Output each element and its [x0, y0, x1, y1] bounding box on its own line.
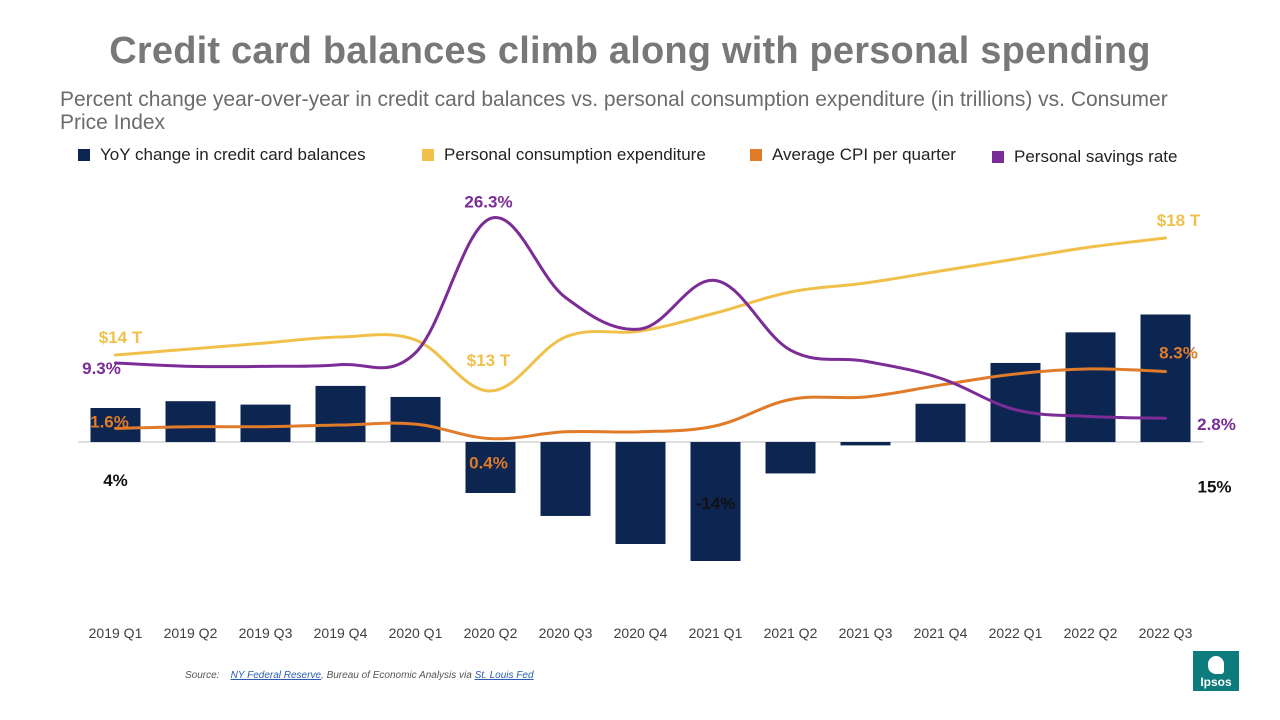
bar-2021-q2 [765, 442, 816, 474]
bar-2019-q2 [165, 401, 216, 442]
x-tick-label: 2019 Q1 [89, 625, 143, 641]
legend-item-savings: Personal savings rate [992, 147, 1177, 167]
x-tick-label: 2021 Q2 [764, 625, 818, 641]
x-tick-label: 2019 Q2 [164, 625, 218, 641]
pce-line [114, 236, 1167, 393]
bar-2022-q3 [1140, 314, 1191, 442]
bar-2020-q3 [540, 442, 591, 516]
data-label: $18 T [1157, 211, 1201, 230]
x-tick-label: 2020 Q2 [464, 625, 518, 641]
data-label: 8.3% [1159, 343, 1198, 362]
x-tick-label: 2020 Q3 [539, 625, 593, 641]
source-prefix: Source: [185, 670, 220, 681]
legend-label: Average CPI per quarter [772, 145, 956, 164]
cpi-line [114, 367, 1167, 441]
bar-2022-q2 [1065, 332, 1116, 442]
ipsos-mark-icon [1208, 656, 1224, 674]
x-tick-label: 2020 Q1 [389, 625, 443, 641]
legend-swatch-icon [422, 149, 434, 161]
source-middle: , Bureau of Economic Analysis via [321, 670, 472, 681]
source-link-ny-fed[interactable]: NY Federal Reserve [230, 670, 322, 681]
legend-swatch-icon [750, 149, 762, 161]
bar-2019-q3 [240, 404, 291, 442]
x-tick-label: 2019 Q3 [239, 625, 293, 641]
chart-subtitle: Percent change year-over-year in credit … [60, 88, 1168, 134]
x-tick-label: 2020 Q4 [614, 625, 668, 641]
bar-2020-q2 [465, 442, 516, 493]
x-tick-label: 2021 Q1 [689, 625, 743, 641]
source-link-st-louis-fed[interactable]: St. Louis Fed [474, 670, 534, 681]
bar-2020-q1 [390, 396, 441, 442]
legend-label: YoY change in credit card balances [100, 145, 366, 164]
x-tick-label: 2022 Q2 [1064, 625, 1118, 641]
savings-rate-line [114, 216, 1167, 420]
bar-2020-q4 [615, 442, 666, 544]
legend-item-pce: Personal consumption expenditure [422, 145, 706, 165]
data-label: $14 T [99, 328, 143, 347]
chart-title: Credit card balances climb along with pe… [109, 30, 1151, 72]
x-tick-label: 2019 Q4 [314, 625, 368, 641]
data-label: 9.3% [82, 359, 121, 378]
data-label: -14% [696, 494, 736, 513]
bar-2021-q1 [690, 442, 741, 561]
x-tick-label: 2022 Q1 [989, 625, 1043, 641]
logo-text: Ipsos [1200, 675, 1232, 689]
bar-2021-q3 [840, 442, 891, 446]
data-label: 1.6% [90, 412, 129, 431]
source-note: Source: NY Federal Reserve, Bureau of Ec… [185, 670, 534, 681]
legend-item-cpi: Average CPI per quarter [750, 145, 956, 165]
x-tick-label: 2021 Q4 [914, 625, 968, 641]
data-label: 2.8% [1197, 415, 1236, 434]
data-label: 0.4% [469, 454, 508, 473]
data-label: 15% [1197, 478, 1231, 497]
legend-swatch-icon [992, 151, 1004, 163]
legend-item-credit-card: YoY change in credit card balances [78, 145, 366, 165]
ipsos-logo: Ipsos [1193, 651, 1239, 691]
legend-label: Personal consumption expenditure [444, 145, 706, 164]
x-tick-label: 2022 Q3 [1139, 625, 1193, 641]
legend-label: Personal savings rate [1014, 147, 1178, 166]
data-label: 4% [103, 471, 128, 490]
bar-2021-q4 [915, 403, 966, 442]
legend-swatch-icon [78, 149, 90, 161]
bar-2019-q1 [90, 408, 141, 442]
data-label: 26.3% [464, 192, 512, 211]
bar-2019-q4 [315, 385, 366, 442]
data-label: $13 T [467, 351, 511, 370]
x-tick-label: 2021 Q3 [839, 625, 893, 641]
